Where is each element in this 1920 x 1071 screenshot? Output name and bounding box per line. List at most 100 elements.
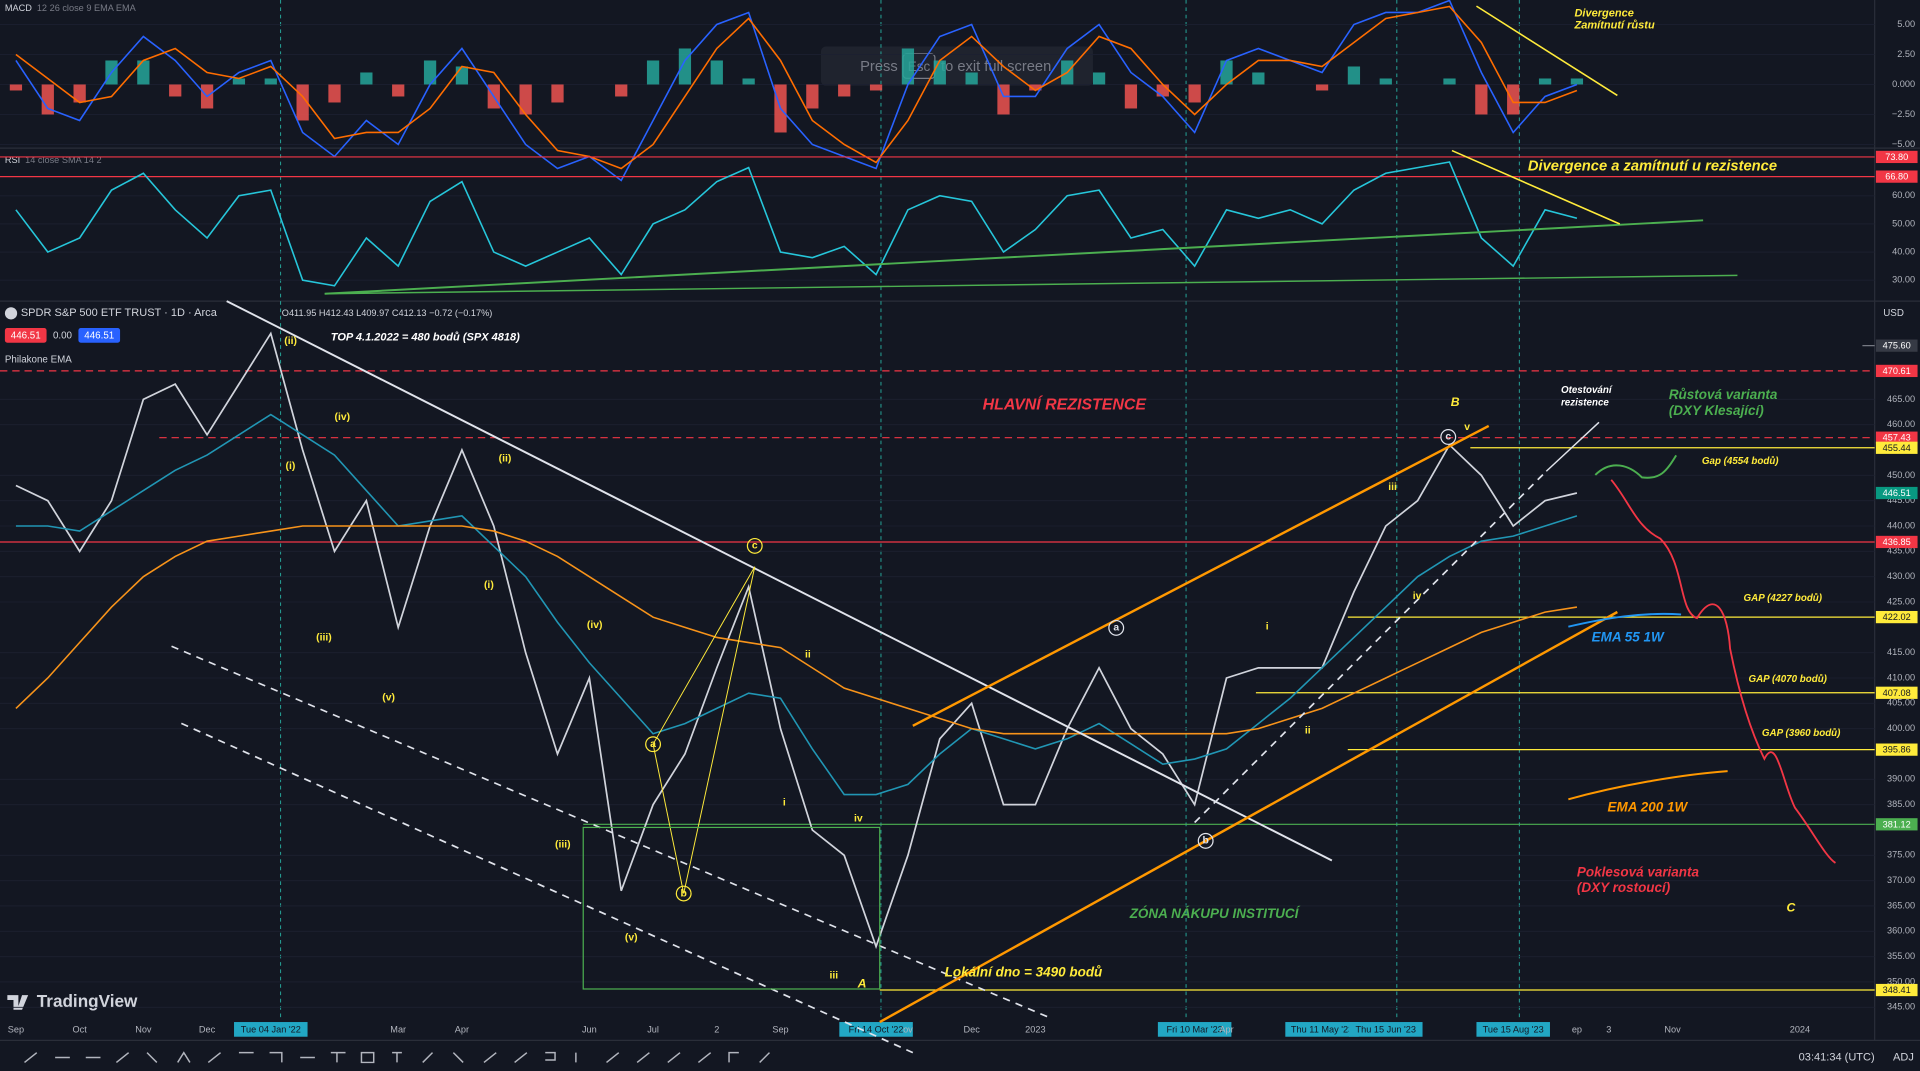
crosshair-label: 475.60 [1883, 341, 1911, 351]
level-label: 470.61 [1883, 366, 1911, 376]
trend-line [171, 645, 1052, 1020]
y-tick-label: −5.00 [1892, 139, 1915, 149]
wave-label: (iv) [334, 412, 350, 423]
wave-label: (iii) [316, 632, 332, 643]
histogram-bar [1252, 72, 1265, 85]
wave-label: ii [1305, 725, 1311, 736]
x-label-chip [1157, 1022, 1232, 1037]
histogram-bar [1475, 84, 1488, 115]
x-tick-label: Thu 15 Jun '23 [1356, 1024, 1416, 1034]
x-tick-label: Oct [72, 1024, 87, 1034]
fullscreen-hint [820, 46, 1093, 86]
hint-text: Press [860, 59, 898, 75]
level-chip [1875, 686, 1918, 699]
pane-subtitle: O411.95 H412.43 L409.97 C412.13 −0.72 (−… [282, 308, 493, 318]
histogram-bar [519, 84, 532, 115]
clock: 03:41:34 (UTC) [1799, 1051, 1875, 1063]
x-label-chip [234, 1022, 308, 1037]
y-tick-label: 350.00 [1887, 976, 1915, 986]
channel-line [879, 610, 1618, 1024]
wave-label: c [752, 541, 758, 552]
wave-circle [1440, 429, 1457, 445]
rsi-divergence [1451, 149, 1621, 225]
annotation: Divergence [1574, 7, 1633, 19]
histogram-bar [392, 84, 405, 97]
x-tick-label: Tue 04 Jan '22 [241, 1024, 301, 1034]
wave-circle [1197, 832, 1214, 849]
histogram-bar [551, 84, 564, 103]
annotation: Divergence a zamítnutí u rezistence [1528, 158, 1777, 174]
y-tick-label: 370.00 [1887, 875, 1915, 885]
level-label: 348.41 [1883, 985, 1911, 995]
ema200-arrow [1568, 770, 1728, 801]
y-tick-label: 410.00 [1887, 672, 1915, 682]
ask-chip[interactable] [78, 328, 121, 343]
ask: 446.51 [84, 331, 114, 342]
histogram-bar [1092, 72, 1106, 85]
histogram-bar [1443, 78, 1456, 85]
histogram-bar [901, 48, 915, 85]
level-label: 455.44 [1883, 443, 1911, 453]
level-label: 457.43 [1883, 433, 1911, 443]
annotation: Gap (4554 bodů) [1702, 456, 1779, 467]
y-tick-label: 40.00 [1892, 246, 1915, 256]
level-chip [1875, 818, 1918, 831]
wave-line [652, 566, 756, 745]
level-label: 381.12 [1883, 819, 1911, 829]
histogram-bar [360, 72, 373, 85]
annotation: Růstová varianta [1669, 387, 1778, 402]
histogram-bar [41, 84, 54, 115]
logo: TradingView [37, 991, 138, 1011]
wave-circle [675, 885, 692, 902]
annotation: rezistence [1561, 397, 1609, 408]
histogram-bar [137, 60, 150, 85]
annotation: EMA 55 1W [1592, 629, 1665, 644]
x-tick-label: Nov [135, 1024, 152, 1034]
x-tick-label: Jun [582, 1024, 597, 1034]
annotation: GAP (4070 bodů) [1748, 674, 1826, 685]
histogram-bar [232, 78, 246, 85]
level-chip [1875, 441, 1918, 454]
y-tick-label: 465.00 [1887, 394, 1915, 404]
level-chip [1875, 535, 1918, 549]
wave-label: i [1266, 621, 1269, 632]
wave-label: c [1445, 432, 1451, 443]
pane-title: SPDR S&P 500 ETF TRUST · 1D · Arca [21, 307, 218, 319]
x-label-chip [1285, 1022, 1359, 1037]
rsi-support [324, 274, 1738, 295]
histogram-bar [1188, 84, 1201, 103]
annotation: HLAVNÍ REZISTENCE [983, 394, 1147, 413]
x-tick-label: ep [1572, 1024, 1582, 1034]
bid: 446.51 [11, 331, 41, 342]
level-chip [1875, 150, 1918, 164]
bid-chip[interactable] [4, 328, 47, 343]
annotation: B [1451, 395, 1460, 409]
histogram-bar [806, 84, 819, 109]
symbol-icon[interactable] [4, 307, 18, 320]
x-tick-label: 2024 [1790, 1024, 1810, 1034]
adj[interactable]: ADJ [1893, 1051, 1914, 1063]
y-tick-label: 405.00 [1887, 698, 1915, 708]
toolbar-icons[interactable] [24, 1051, 770, 1064]
last-price-label: 446.51 [1883, 488, 1911, 498]
histogram-bar [9, 84, 23, 91]
level-chip [1875, 170, 1918, 183]
y-tick-label: 345.00 [1887, 1002, 1915, 1012]
wave-label: (iv) [587, 620, 603, 631]
y-tick-label: 435.00 [1887, 546, 1915, 556]
x-tick-label: Dec [963, 1024, 980, 1034]
arrow-line [1545, 421, 1600, 472]
level-chip [1875, 364, 1918, 378]
wave-label: b [1202, 836, 1208, 847]
x-tick-label: Apr [1219, 1024, 1233, 1034]
y-tick-label: 5.00 [1897, 19, 1915, 29]
histogram-bar [1315, 84, 1329, 91]
wave-label: i [783, 798, 786, 809]
currency[interactable]: USD [1883, 308, 1904, 319]
histogram-bar [1379, 78, 1392, 85]
wave-line [683, 566, 756, 894]
forecast-down [1610, 479, 1837, 864]
forecast-up [1594, 454, 1678, 479]
toolbar [0, 1040, 1920, 1071]
histogram-bar [646, 60, 660, 85]
